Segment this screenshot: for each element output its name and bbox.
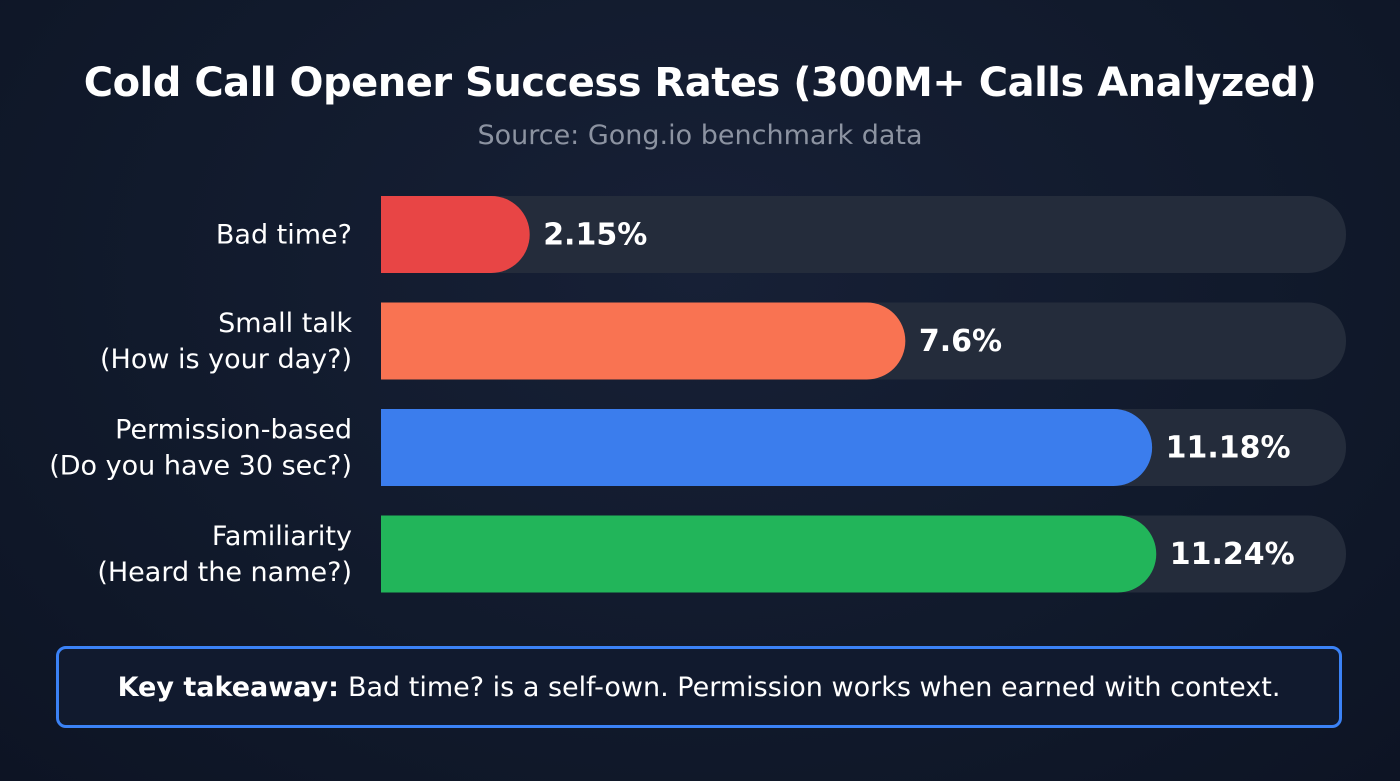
category-label-4-line-1: Familiarity	[212, 521, 352, 552]
bar-value-label-1: 2.15%	[543, 218, 647, 253]
bar-value-label-4: 11.24%	[1170, 537, 1295, 572]
bar-chart: 2.15% Bad time? 7.6% Small talk (How is your…	[49, 196, 1346, 593]
key-takeaway-label: Key takeaway:	[117, 671, 339, 703]
category-label-3-line-1: Permission-based	[115, 415, 352, 446]
category-label-4-line-2: (Heard the name?)	[97, 557, 352, 588]
chart-subtitle: Source: Gong.io benchmark data	[477, 120, 923, 151]
bar-4	[381, 515, 1157, 593]
chart-title: Cold Call Opener Success Rates (300M+ Ca…	[83, 60, 1317, 106]
bar-3	[381, 409, 1153, 486]
bar-track-1	[381, 196, 1346, 273]
category-label-2-line-1: Small talk	[218, 308, 352, 339]
key-takeaway-box: Key takeaway: Bad time? is a self-own. P…	[56, 646, 1342, 728]
key-takeaway-text: Bad time? is a self-own. Permission work…	[347, 671, 1281, 703]
category-label-2-line-2: (How is your day?)	[100, 344, 352, 375]
bar-1	[381, 196, 530, 273]
bar-value-label-2: 7.6%	[919, 324, 1002, 359]
bar-value-label-3: 11.18%	[1166, 431, 1291, 466]
category-label-3-line-2: (Do you have 30 sec?)	[49, 451, 352, 482]
category-label-1-line-1: Bad time?	[216, 220, 352, 251]
bar-2	[381, 302, 906, 380]
